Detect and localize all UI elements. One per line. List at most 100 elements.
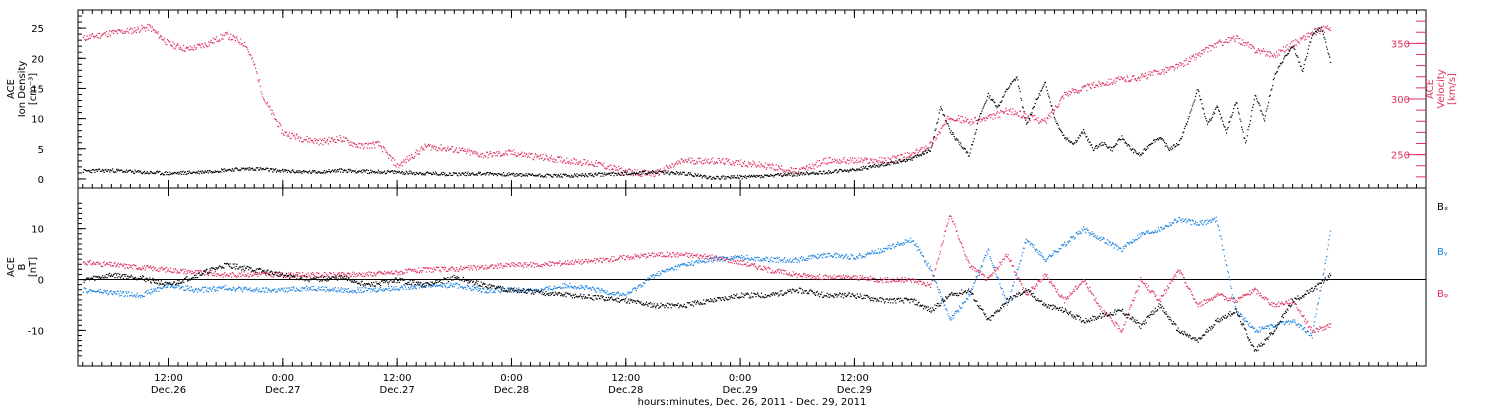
density-series-point [404, 173, 406, 175]
density-series-point [879, 166, 881, 168]
bz-series-point [862, 278, 865, 280]
density-series-point [469, 174, 471, 176]
density-series-point [424, 173, 427, 175]
bz-series-point [178, 272, 180, 274]
velocity-series-point [1039, 120, 1041, 122]
density-series-point [1071, 143, 1074, 145]
velocity-series-point [720, 162, 722, 164]
density-series-point [1199, 95, 1201, 97]
density-series-point [187, 172, 189, 174]
velocity-series-point [319, 138, 321, 140]
bz-series-point [647, 256, 649, 258]
velocity-series-point [184, 50, 186, 53]
bz-series-point [785, 272, 787, 275]
by-series-point [96, 290, 98, 292]
density-series-point [210, 171, 212, 173]
velocity-series-point [1288, 49, 1290, 51]
velocity-series-point [539, 155, 541, 157]
density-series-point [974, 133, 976, 135]
bz-series-point [225, 274, 227, 276]
density-series-point [398, 170, 400, 172]
bz-series-point [766, 267, 768, 269]
density-series-point [587, 173, 590, 175]
density-series-point [706, 177, 708, 179]
velocity-series-point [1076, 92, 1079, 94]
density-series-point [1261, 113, 1263, 115]
bz-series-point [461, 269, 463, 271]
velocity-series-point [408, 160, 410, 162]
bz-series-point [203, 270, 205, 272]
velocity-series-point [1038, 122, 1040, 124]
velocity-series-point [696, 162, 698, 164]
velocity-series-point [952, 119, 954, 121]
bz-series-point [802, 274, 804, 276]
velocity-series-point [865, 158, 867, 160]
density-series-point [545, 176, 547, 178]
density-series-point [476, 174, 478, 176]
density-series-point [248, 169, 250, 171]
density-series-point [771, 174, 773, 176]
bz-series-point [1234, 301, 1236, 303]
density-series-point [781, 175, 783, 177]
velocity-series-point [735, 160, 737, 162]
velocity-series-point [648, 174, 651, 176]
density-series-point [413, 172, 415, 174]
bz-series-point [898, 280, 900, 282]
velocity-series-point [878, 160, 880, 162]
bz-series-point [617, 258, 619, 260]
bz-series-point [1270, 304, 1272, 306]
bz-series-point [444, 266, 446, 268]
velocity-series-point [849, 159, 851, 161]
density-series-point [266, 167, 268, 169]
density-series-point [97, 169, 99, 171]
bz-series-point [852, 275, 855, 277]
bz-series-point [828, 276, 830, 279]
velocity-series-point [587, 160, 589, 162]
density-series-point [308, 171, 310, 173]
density-series-point [1306, 55, 1308, 58]
velocity-series-point [337, 139, 339, 141]
density-series-point [1085, 136, 1087, 138]
bz-series-point [586, 260, 588, 262]
velocity-series-point [1134, 78, 1136, 81]
bz-series-point [1173, 277, 1175, 279]
velocity-series-point [1178, 65, 1180, 67]
bz-series-point [1121, 329, 1124, 331]
density-series-point [923, 153, 925, 155]
velocity-series-point [437, 149, 439, 152]
bz-series-point [1024, 291, 1026, 293]
density-series-point [593, 176, 595, 178]
velocity-series-point [1007, 113, 1009, 115]
bz-series-point [904, 277, 906, 279]
bz-series-point [1307, 326, 1310, 328]
velocity-series-point [484, 155, 486, 157]
bz-series-point [873, 280, 875, 283]
density-series-point [1010, 83, 1012, 85]
density-series-point [1014, 79, 1016, 81]
density-series-point [570, 174, 573, 176]
density-series-point [1319, 30, 1321, 32]
velocity-series-point [240, 43, 243, 45]
bz-series-point [862, 275, 864, 277]
density-series-point [1162, 139, 1164, 141]
density-series-point [978, 119, 980, 121]
bz-series-point [628, 258, 631, 260]
bz-series-point [1008, 258, 1010, 260]
velocity-series-point [688, 159, 690, 161]
density-series-point [1133, 152, 1135, 154]
bz-series-point [456, 268, 458, 270]
velocity-series-point [911, 152, 913, 154]
density-series-point [567, 175, 569, 177]
velocity-series-point [988, 115, 990, 117]
density-series-point [674, 172, 676, 174]
bz-series-point [1203, 299, 1205, 301]
density-series-point [1070, 141, 1072, 143]
density-series-point [544, 174, 546, 176]
density-series-point [224, 168, 226, 170]
density-series-point [1069, 141, 1071, 144]
velocity-series-point [1275, 56, 1277, 59]
velocity-series-point [1239, 38, 1241, 40]
velocity-series-point [950, 119, 952, 121]
bz-series-point [133, 264, 135, 266]
bz-series-point [625, 258, 627, 260]
